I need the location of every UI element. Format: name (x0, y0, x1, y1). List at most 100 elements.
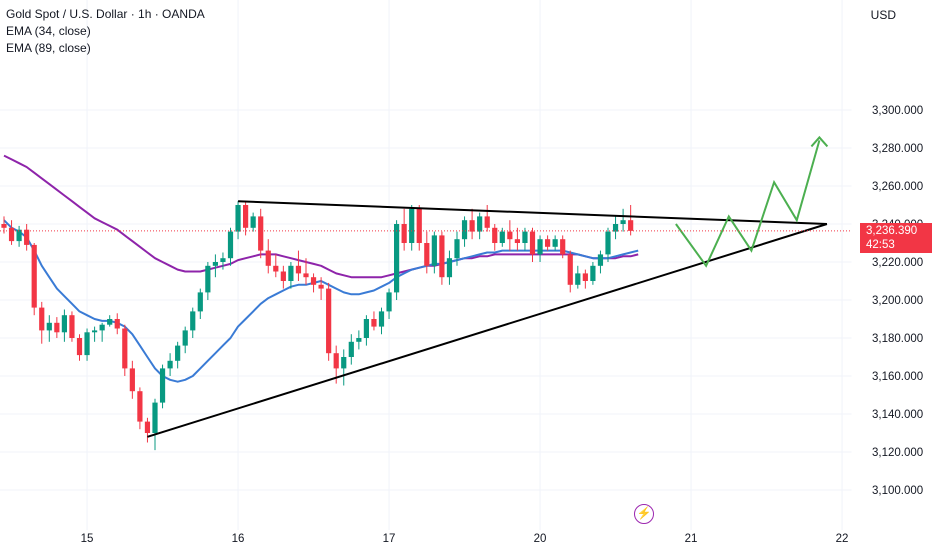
projection-path (675, 140, 821, 268)
candle-body (197, 292, 203, 312)
candle-body (303, 273, 309, 278)
candle-body (461, 220, 468, 240)
candle-body (612, 224, 619, 232)
current-price: 3,236.390 (866, 224, 918, 237)
ema34-legend[interactable]: EMA (34, close) (6, 24, 91, 38)
candle-body (310, 277, 317, 285)
candle-body (8, 227, 15, 242)
candle-body (605, 231, 611, 255)
candle-body (144, 421, 151, 433)
candle-body (205, 265, 211, 293)
candle-body (318, 284, 324, 289)
candle-body (439, 235, 445, 278)
candle-body (552, 239, 558, 247)
y-tick-label: 3,280.000 (872, 143, 923, 155)
ema89-legend[interactable]: EMA (89, close) (6, 41, 91, 55)
candle-body (107, 319, 113, 325)
candle-body (273, 265, 279, 272)
y-tick-label: 3,100.000 (872, 485, 923, 497)
candle-body (590, 265, 596, 281)
candle-body (190, 311, 196, 331)
y-tick-label: 3,140.000 (872, 409, 923, 421)
candle-body (295, 265, 302, 274)
candle-body (258, 216, 264, 251)
x-tick-label: 20 (534, 533, 547, 545)
candle-body (424, 243, 430, 266)
candle-body (371, 319, 377, 327)
candle-body (575, 273, 581, 285)
candle-body (159, 368, 166, 403)
candle-body (220, 258, 226, 262)
candle-body (492, 227, 498, 243)
candle-body (288, 265, 294, 281)
candle-body (499, 231, 505, 243)
candle-body (356, 338, 362, 342)
trendline-upper (238, 200, 827, 225)
candle-body (76, 338, 83, 356)
lightning-bolt-icon[interactable]: ⚡ (634, 504, 654, 524)
x-tick-label: 21 (685, 533, 698, 545)
candle-body (529, 231, 536, 255)
ema34-line (3, 219, 639, 383)
candle-body (446, 258, 453, 278)
y-tick-label: 3,260.000 (872, 181, 923, 193)
candle-body (628, 220, 634, 231)
bar-countdown: 42:53 (866, 238, 895, 251)
candle-body (250, 216, 256, 228)
candle-body (46, 322, 52, 331)
candle-body (1, 224, 7, 228)
candle-body (416, 208, 422, 243)
candle-body (333, 353, 339, 369)
y-tick-label: 3,180.000 (872, 333, 923, 345)
candle-body (84, 332, 90, 356)
y-tick-label: 3,120.000 (872, 447, 923, 459)
ema89-line (3, 154, 639, 279)
projection-arrowhead (810, 135, 829, 148)
candle-body (597, 254, 604, 266)
candle-body (114, 319, 120, 329)
candle-body (341, 357, 347, 369)
candle-body (409, 208, 415, 243)
candle-body (567, 254, 573, 285)
currency-label[interactable]: USD (870, 8, 896, 22)
x-tick-label: 22 (836, 533, 849, 545)
candle-body (31, 244, 37, 308)
candle-body (152, 402, 158, 433)
candle-body (326, 288, 332, 354)
y-tick-label: 3,160.000 (872, 371, 923, 383)
candle-body (129, 368, 135, 392)
candle-body (24, 229, 30, 245)
candle-body (99, 324, 105, 331)
chart-legend: Gold Spot / U.S. Dollar · 1h · OANDA EMA… (6, 6, 205, 57)
candle-body (545, 239, 551, 247)
symbol-title[interactable]: Gold Spot / U.S. Dollar · 1h · OANDA (6, 7, 205, 21)
candle-body (54, 322, 60, 333)
x-tick-label: 17 (383, 533, 396, 545)
candle-body (16, 229, 22, 242)
candle-body (537, 239, 543, 255)
candle-body (484, 216, 490, 228)
candle-body (227, 231, 234, 259)
candle-body (514, 239, 520, 243)
candle-body (522, 231, 528, 243)
x-tick-label: 15 (81, 533, 94, 545)
candle-body (280, 271, 286, 281)
y-tick-label: 3,300.000 (872, 105, 923, 117)
candle-body (69, 315, 75, 338)
candle-body (137, 391, 143, 422)
candle-body (348, 341, 354, 357)
candle-body (394, 224, 400, 293)
candle-body (212, 262, 218, 266)
candle-body (401, 224, 407, 243)
candle-body (431, 235, 437, 266)
candle-body (39, 307, 45, 331)
y-tick-label: 3,200.000 (872, 295, 923, 307)
candle-body (235, 205, 241, 232)
candle-body (507, 231, 513, 240)
candle-body (469, 220, 475, 232)
y-tick-label: 3,220.000 (872, 257, 923, 269)
candle-body (182, 330, 188, 346)
candle-body (363, 319, 369, 338)
